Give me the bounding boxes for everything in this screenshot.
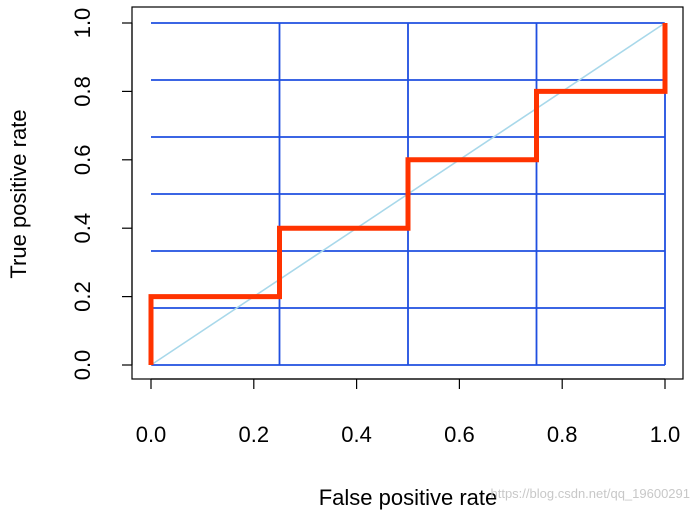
watermark-text: https://blog.csdn.net/qq_19600291 [491, 486, 691, 501]
x-tick-label: 0.0 [136, 422, 167, 447]
y-tick-label: 0.0 [70, 350, 95, 381]
x-tick-label: 0.8 [547, 422, 578, 447]
y-tick-label: 0.4 [70, 213, 95, 244]
x-tick-label: 0.6 [444, 422, 475, 447]
y-tick-label: 0.2 [70, 281, 95, 312]
x-tick-label: 0.2 [239, 422, 270, 447]
x-tick-label: 1.0 [650, 422, 681, 447]
axes: 0.0 0.2 0.4 0.6 0.8 1.0 0.0 0.2 0.4 0.6 0.8 1.0 [70, 8, 680, 447]
y-tick-label: 0.6 [70, 145, 95, 176]
grid-lines [151, 22, 666, 366]
roc-step-curve [148, 23, 668, 365]
y-axis-title: True positive rate [6, 109, 31, 278]
x-axis-title: False positive rate [319, 485, 498, 510]
y-tick-label: 0.8 [70, 76, 95, 107]
x-tick-label: 0.4 [341, 422, 372, 447]
series-layer [148, 22, 668, 366]
y-tick-label: 1.0 [70, 8, 95, 39]
